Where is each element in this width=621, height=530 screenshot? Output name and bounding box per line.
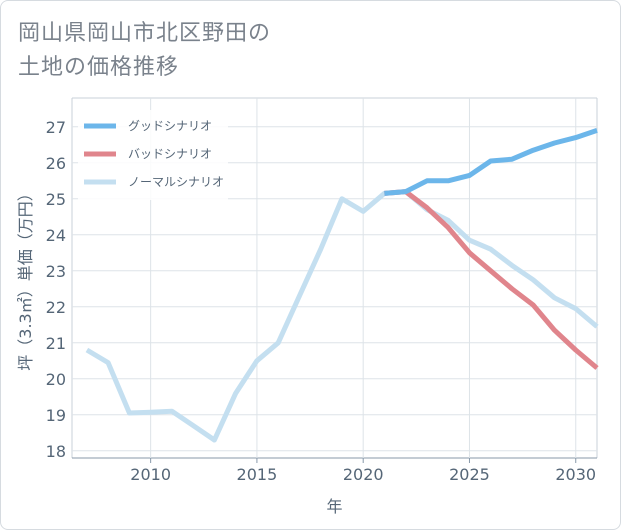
chart-title-line-2: 土地の価格推移 xyxy=(18,55,180,80)
y-axis-label: 坪（3.3㎡）単価（万円） xyxy=(16,185,35,370)
x-tick-label: 2030 xyxy=(555,465,596,484)
x-tick-label: 2010 xyxy=(130,465,171,484)
x-tick-label: 2025 xyxy=(449,465,490,484)
y-tick-label: 24 xyxy=(46,226,66,245)
y-tick-label: 18 xyxy=(46,442,66,461)
y-tick-label: 25 xyxy=(46,190,66,209)
legend-label: バッドシナリオ xyxy=(128,147,212,161)
series-line-normal xyxy=(85,189,599,443)
chart-series xyxy=(85,128,599,443)
chart-ticks: 18 19 20 21 22 23 24 25 26 27 2010 2015 2020 2025 2030 xyxy=(46,118,596,484)
chart-title: 岡山県岡山市北区野田の 土地の価格推移 xyxy=(18,17,538,85)
y-tick-label: 21 xyxy=(46,334,66,353)
y-tick-label: 20 xyxy=(46,370,66,389)
y-tick-label: 23 xyxy=(46,262,66,281)
series-line-good xyxy=(384,128,598,196)
legend-label: グッドシナリオ xyxy=(128,119,212,133)
series-line-bad xyxy=(384,189,599,370)
y-tick-label: 26 xyxy=(46,154,66,173)
chart-title-line-1: 岡山県岡山市北区野田の xyxy=(18,21,272,46)
x-tick-label: 2015 xyxy=(237,465,278,484)
y-tick-label: 27 xyxy=(46,118,66,137)
x-axis-label: 年 xyxy=(326,497,342,516)
x-tick-label: 2020 xyxy=(343,465,384,484)
y-tick-label: 22 xyxy=(46,298,66,317)
legend-label: ノーマルシナリオ xyxy=(128,175,224,189)
y-tick-label: 19 xyxy=(46,406,66,425)
